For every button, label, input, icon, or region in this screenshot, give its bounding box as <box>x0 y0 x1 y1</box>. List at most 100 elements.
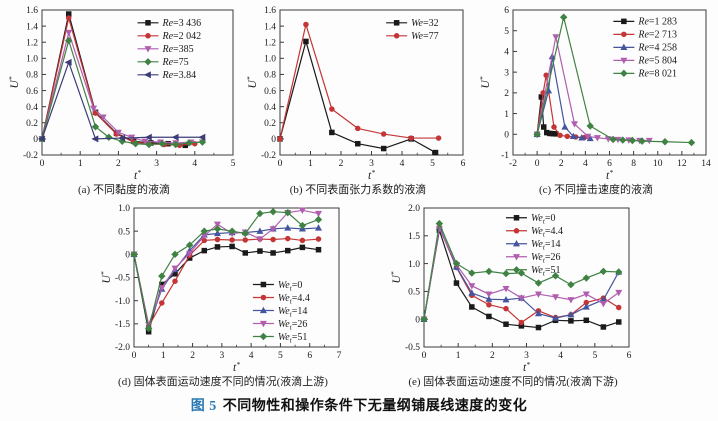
x-axis-label: t* <box>233 360 240 374</box>
svg-text:1.0: 1.0 <box>408 260 420 270</box>
legend-label: Re=8 021 <box>637 69 677 80</box>
axes: 0 1 2 3 4 5 6-0.500.51.01.52.0 <box>405 204 632 361</box>
triangle-down-marker <box>534 291 542 298</box>
triangle-left-marker <box>144 133 152 141</box>
square-marker <box>600 324 607 330</box>
series-line <box>423 230 619 329</box>
svg-text:2: 2 <box>504 89 509 99</box>
triangle-up-marker <box>578 134 586 141</box>
diamond-marker <box>468 269 476 277</box>
triangle-up-marker <box>468 289 476 296</box>
circle-marker <box>260 294 267 301</box>
triangle-left-marker <box>118 134 126 142</box>
square-marker <box>299 244 306 251</box>
svg-text:0: 0 <box>132 351 137 361</box>
panel-b-chart: 0 1 2 3 4 5 6 -0.2 0 0.2 0.4 0.6 0.8 1.0 1.2 1.4 1.6 t* U*… <box>245 3 471 183</box>
circle-marker <box>242 237 249 243</box>
triangle-down-marker <box>158 285 166 292</box>
triangle-down-marker <box>468 283 476 290</box>
svg-text:2: 2 <box>490 351 495 361</box>
x-axis-label: t* <box>523 360 530 374</box>
svg-text:10: 10 <box>653 159 663 169</box>
diamond-marker <box>228 227 236 235</box>
square-marker <box>568 318 574 324</box>
circle-marker <box>503 305 509 312</box>
svg-text:2: 2 <box>116 159 121 169</box>
diamond-marker <box>185 241 194 249</box>
legend-label: We=77 <box>411 31 439 42</box>
svg-text:-1.0: -1.0 <box>115 297 130 307</box>
svg-text:0: 0 <box>415 315 420 325</box>
circle-marker <box>285 235 291 242</box>
svg-text:6: 6 <box>607 159 612 169</box>
svg-text:-0.5: -0.5 <box>115 274 130 284</box>
diamond-marker <box>534 279 543 287</box>
circle-marker <box>214 236 221 243</box>
triangle-up-marker <box>552 314 560 321</box>
svg-text:2: 2 <box>339 159 344 169</box>
series-We=51 <box>130 208 323 333</box>
panel-a-caption: (a) 不同黏度的液滴 <box>78 184 170 196</box>
panel-c-caption: (c) 不同撞击速度的液滴 <box>539 184 653 196</box>
y-axis-label: U* <box>7 76 21 88</box>
diamond-marker <box>65 36 73 45</box>
circle-marker <box>564 133 571 140</box>
diamond-marker <box>198 138 207 146</box>
legend: Re=3 436 Re=2 042 Re=385 Re=75 Re=3.84 <box>137 18 201 81</box>
svg-text:1: 1 <box>308 159 313 169</box>
square-marker <box>355 140 361 147</box>
svg-text:6: 6 <box>461 159 466 169</box>
svg-text:2: 2 <box>190 351 195 361</box>
svg-text:-1.5: -1.5 <box>115 320 130 330</box>
svg-text:0: 0 <box>504 130 509 140</box>
square-marker <box>621 18 627 25</box>
legend-label: We=32 <box>411 18 439 29</box>
diamond-marker <box>269 208 277 216</box>
diamond-marker <box>298 221 307 230</box>
triangle-down-marker <box>502 285 510 293</box>
diamond-marker <box>687 138 696 147</box>
svg-text:2.0: 2.0 <box>408 204 420 214</box>
svg-text:1: 1 <box>456 351 461 361</box>
x-axis-label: t* <box>368 168 375 182</box>
square-marker <box>486 313 492 320</box>
figure-number: 图 5 <box>190 399 217 414</box>
circle-marker <box>380 131 387 137</box>
triangle-up-marker <box>284 224 292 231</box>
triangle-down-marker <box>552 34 560 41</box>
svg-text:-1: -1 <box>501 151 509 161</box>
svg-text:6: 6 <box>307 351 312 361</box>
triangle-up-marker <box>582 303 590 310</box>
diamond-marker <box>452 259 461 268</box>
y-axis-label: U* <box>245 76 259 88</box>
diamond-marker <box>435 219 444 228</box>
square-marker <box>616 319 622 325</box>
svg-text:2: 2 <box>559 159 564 169</box>
legend-label: Wet=4.4 <box>278 293 310 306</box>
diamond-marker <box>502 269 510 278</box>
legend-label: Wet=0 <box>278 280 302 293</box>
square-marker <box>329 129 335 136</box>
square-marker <box>257 248 263 254</box>
circle-marker <box>557 132 563 139</box>
square-marker <box>380 145 387 152</box>
triangle-up-marker <box>567 311 575 318</box>
diamond-marker <box>172 140 180 149</box>
svg-text:4: 4 <box>504 48 509 58</box>
triangle-down-marker <box>620 57 628 65</box>
diamond-marker <box>91 123 100 131</box>
svg-text:4: 4 <box>400 159 405 169</box>
diamond-marker <box>485 267 493 276</box>
figure-title-text: 不同物性和操作条件下无量纲铺展线速度的变化 <box>222 399 528 414</box>
svg-text:-0.2: -0.2 <box>23 151 38 161</box>
panel-e-chart: 0 1 2 3 4 5 6 -0.5 0 0.5 1.0 1.5 2.0 t* U* Wet=0 Wet=4.4… <box>389 201 637 375</box>
triangle-down-marker <box>485 291 493 298</box>
circle-marker <box>513 228 520 234</box>
svg-text:3: 3 <box>369 159 374 169</box>
svg-text:5: 5 <box>231 159 236 169</box>
diamond-marker <box>256 209 264 218</box>
svg-text:0.2: 0.2 <box>264 119 276 129</box>
chart-d: 0 1 2 3 4 5 6 7 -2.0 -1.5 -1.0 -0.5 0 0.5 1.0 t* U* Wet=0… <box>99 204 342 374</box>
